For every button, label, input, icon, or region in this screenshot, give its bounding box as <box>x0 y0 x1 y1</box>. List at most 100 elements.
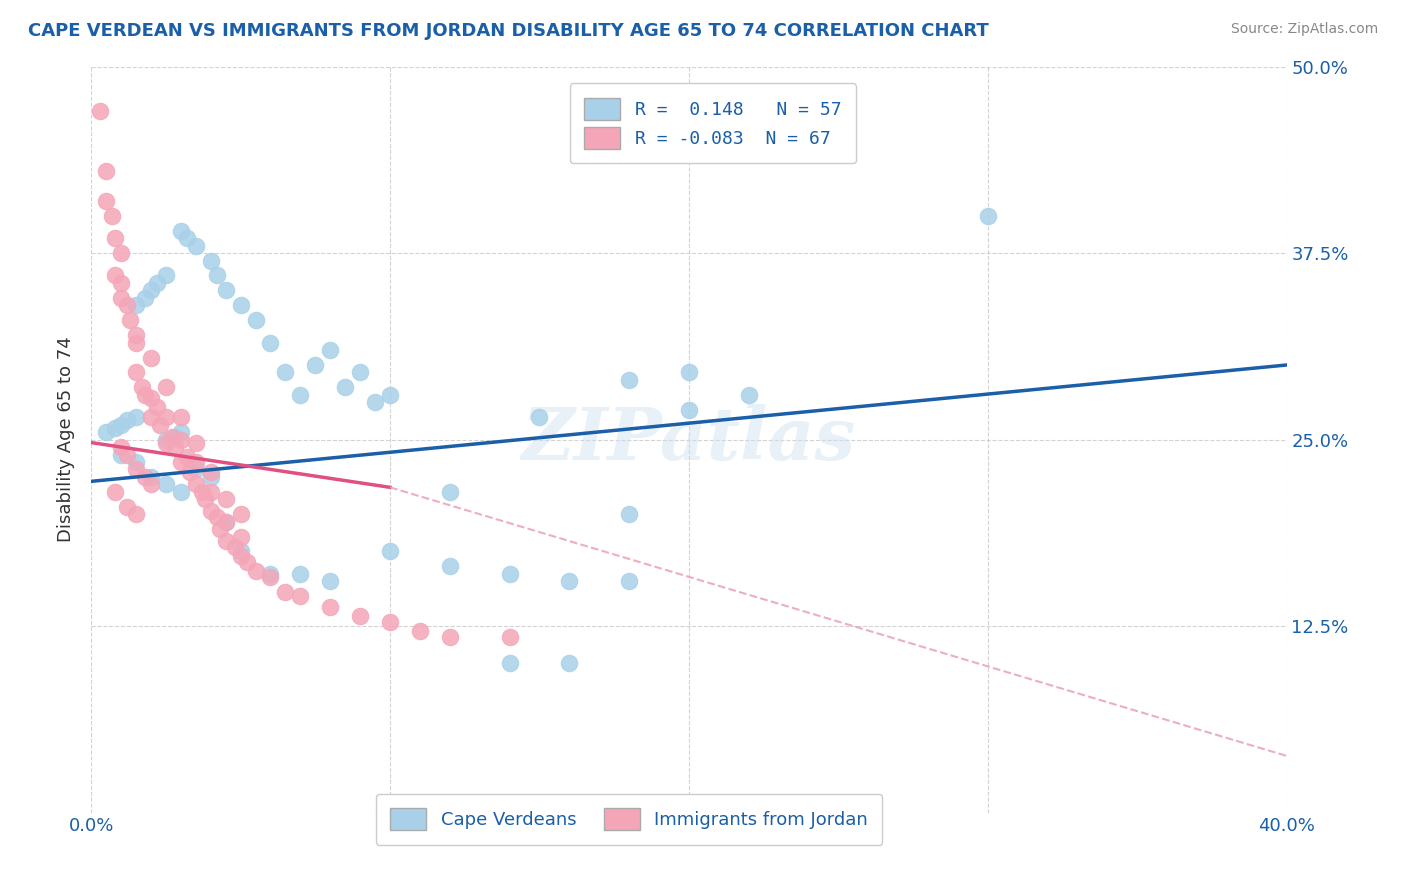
Point <box>229 298 252 312</box>
Point <box>125 462 148 476</box>
Point <box>498 630 520 644</box>
Point <box>146 400 169 414</box>
Point <box>229 549 252 563</box>
Point <box>110 276 132 290</box>
Point <box>617 574 640 589</box>
Point <box>170 410 193 425</box>
Point <box>184 477 207 491</box>
Point <box>208 522 231 536</box>
Point <box>259 566 281 581</box>
Point <box>229 507 252 521</box>
Point <box>110 440 132 454</box>
Point <box>155 410 177 425</box>
Point <box>558 657 581 671</box>
Point <box>319 574 342 589</box>
Point <box>163 440 186 454</box>
Point <box>125 366 148 380</box>
Point <box>184 238 207 252</box>
Point <box>200 253 222 268</box>
Point <box>170 425 193 439</box>
Point <box>89 104 111 119</box>
Y-axis label: Disability Age 65 to 74: Disability Age 65 to 74 <box>58 336 75 542</box>
Point <box>170 224 193 238</box>
Point <box>678 402 700 417</box>
Point <box>125 410 148 425</box>
Point <box>977 209 1000 223</box>
Point <box>125 298 148 312</box>
Point <box>134 470 156 484</box>
Point <box>335 380 357 394</box>
Point <box>110 448 132 462</box>
Point <box>139 391 162 405</box>
Point <box>110 417 132 432</box>
Point <box>319 599 342 614</box>
Point <box>134 291 156 305</box>
Point <box>155 435 177 450</box>
Point <box>104 231 127 245</box>
Point <box>214 534 236 549</box>
Point <box>245 564 267 578</box>
Point <box>146 276 169 290</box>
Point <box>214 492 236 507</box>
Point <box>200 466 222 480</box>
Point <box>104 268 127 283</box>
Point <box>170 455 193 469</box>
Point <box>176 231 198 245</box>
Point <box>115 413 138 427</box>
Point <box>498 657 520 671</box>
Point <box>378 615 401 629</box>
Point <box>214 284 236 298</box>
Point <box>245 313 267 327</box>
Point <box>319 343 342 357</box>
Point <box>115 448 138 462</box>
Point <box>229 544 252 558</box>
Point <box>104 484 127 499</box>
Point <box>235 555 257 569</box>
Point <box>290 388 312 402</box>
Point <box>678 366 700 380</box>
Point <box>498 566 520 581</box>
Point <box>304 358 326 372</box>
Point <box>349 366 371 380</box>
Point <box>125 328 148 343</box>
Point <box>214 515 236 529</box>
Point <box>259 570 281 584</box>
Point <box>94 164 117 178</box>
Point <box>94 194 117 208</box>
Point <box>170 484 193 499</box>
Point <box>439 484 461 499</box>
Point <box>155 380 177 394</box>
Point <box>125 455 148 469</box>
Point <box>110 291 132 305</box>
Point <box>205 268 228 283</box>
Point <box>200 484 222 499</box>
Point <box>617 507 640 521</box>
Point <box>104 420 127 434</box>
Point <box>134 388 156 402</box>
Point <box>259 335 281 350</box>
Point <box>115 500 138 514</box>
Point <box>439 559 461 574</box>
Text: CAPE VERDEAN VS IMMIGRANTS FROM JORDAN DISABILITY AGE 65 TO 74 CORRELATION CHART: CAPE VERDEAN VS IMMIGRANTS FROM JORDAN D… <box>28 22 988 40</box>
Point <box>155 268 177 283</box>
Point <box>214 515 236 529</box>
Point <box>617 373 640 387</box>
Point <box>139 351 162 365</box>
Point <box>115 298 138 312</box>
Point <box>349 608 371 623</box>
Point <box>170 433 193 447</box>
Point <box>274 366 297 380</box>
Point <box>94 425 117 439</box>
Point <box>274 584 297 599</box>
Point <box>439 630 461 644</box>
Point <box>529 410 551 425</box>
Point <box>176 450 198 465</box>
Point <box>190 484 212 499</box>
Point <box>224 540 246 554</box>
Point <box>163 429 186 443</box>
Point <box>229 530 252 544</box>
Legend: Cape Verdeans, Immigrants from Jordan: Cape Verdeans, Immigrants from Jordan <box>375 794 883 845</box>
Point <box>364 395 387 409</box>
Point <box>139 410 162 425</box>
Point <box>378 544 401 558</box>
